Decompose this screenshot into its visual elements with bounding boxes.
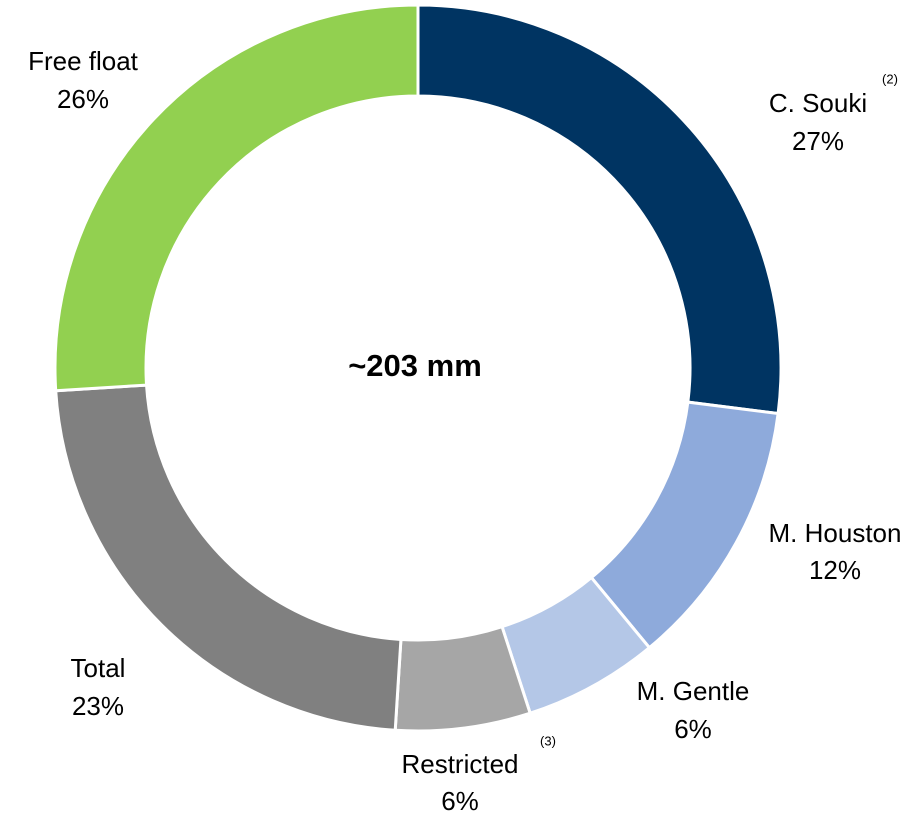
donut-segment (54, 383, 403, 732)
value-label: 27% (792, 126, 844, 156)
value-label: 12% (809, 555, 861, 585)
donut-segment (416, 3, 783, 416)
donut-segment (53, 3, 420, 393)
value-label: 23% (72, 691, 124, 721)
category-label: Restricted (401, 749, 518, 779)
category-label: Total (71, 653, 126, 683)
value-label: 6% (441, 786, 479, 815)
center-label: ~203 mm (348, 348, 482, 383)
category-label: M. Houston (769, 518, 902, 548)
value-label: 6% (674, 714, 712, 744)
value-label: 26% (57, 84, 109, 114)
category-label: Free float (28, 46, 139, 76)
footnote-marker: (3) (540, 733, 556, 748)
footnote-marker: (2) (882, 71, 898, 86)
category-label: M. Gentle (637, 676, 750, 706)
category-label: C. Souki (769, 88, 867, 118)
